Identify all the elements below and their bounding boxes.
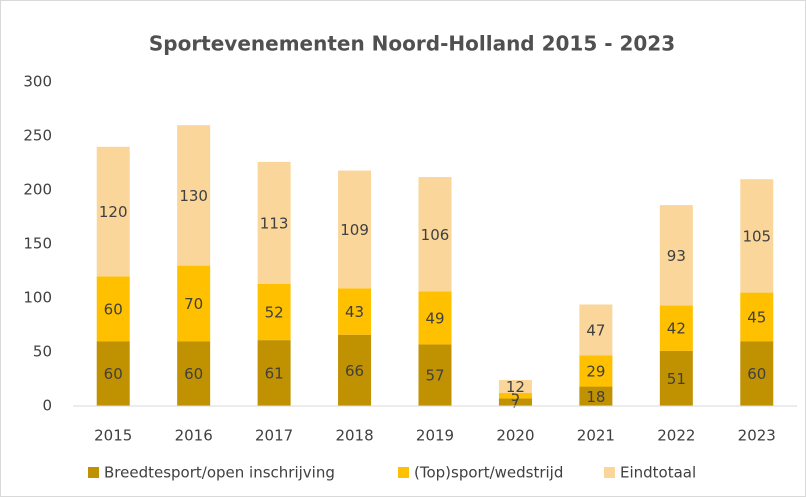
bar-segment: [257, 161, 291, 284]
legend-label: (Top)sport/wedstrijd: [414, 464, 563, 482]
bar-segment: [177, 341, 211, 406]
data-label: 52: [265, 304, 284, 322]
data-label: 57: [425, 367, 444, 385]
bar-segment: [659, 305, 693, 351]
data-label: 109: [340, 221, 369, 239]
bar-segment: [338, 170, 372, 289]
bar-segment: [579, 304, 613, 356]
data-label: 7: [511, 394, 521, 412]
data-label: 5: [511, 387, 521, 405]
data-label: 130: [179, 187, 208, 205]
data-label: 42: [667, 320, 686, 338]
data-label: 70: [184, 295, 203, 313]
y-tick-label: 200: [23, 181, 52, 199]
data-label: 93: [667, 247, 686, 265]
data-label: 51: [667, 370, 686, 388]
bar-segment: [338, 334, 372, 406]
bar-segment: [257, 283, 291, 341]
bar-segment: [498, 398, 532, 406]
bar-segment: [659, 205, 693, 306]
data-label: 47: [586, 321, 605, 339]
x-tick-label: 2022: [657, 427, 695, 445]
data-label: 113: [260, 214, 289, 232]
bar-segment: [659, 350, 693, 406]
data-label: 120: [99, 203, 128, 221]
bar-segment: [96, 341, 130, 406]
bar-segment: [177, 265, 211, 342]
x-tick-label: 2023: [738, 427, 776, 445]
bar-segment: [579, 355, 613, 387]
data-label: 43: [345, 303, 364, 321]
bar-segment: [418, 344, 452, 406]
x-tick-label: 2019: [416, 427, 454, 445]
bar-segment: [740, 292, 774, 342]
chart-title: Sportevenementen Noord-Holland 2015 - 20…: [149, 32, 675, 56]
data-label: 12: [506, 378, 525, 396]
data-label: 29: [586, 362, 605, 380]
y-tick-label: 0: [42, 397, 52, 415]
data-label: 60: [104, 365, 123, 383]
legend-swatch: [604, 467, 615, 478]
bar-segment: [96, 276, 130, 342]
legend-swatch: [398, 467, 409, 478]
y-tick-label: 50: [33, 343, 52, 361]
data-label: 60: [184, 365, 203, 383]
data-label: 18: [586, 388, 605, 406]
data-label: 105: [742, 227, 771, 245]
x-tick-label: 2020: [496, 427, 534, 445]
data-label: 60: [747, 365, 766, 383]
bar-segment: [579, 386, 613, 406]
bar-segment: [96, 146, 130, 277]
bar-segment: [498, 380, 532, 394]
bar-segment: [498, 393, 532, 399]
data-label: 66: [345, 362, 364, 380]
bar-segment: [257, 340, 291, 406]
x-tick-label: 2015: [94, 427, 132, 445]
bar-segment: [418, 291, 452, 345]
bar-segment: [177, 125, 211, 266]
legend-swatch: [88, 467, 99, 478]
data-label: 45: [747, 308, 766, 326]
bar-segment: [338, 288, 372, 335]
y-tick-label: 300: [23, 73, 52, 91]
bar-segment: [740, 341, 774, 406]
data-label: 49: [425, 309, 444, 327]
data-label: 61: [265, 365, 284, 383]
x-tick-label: 2017: [255, 427, 293, 445]
legend-label: Breedtesport/open inschrijving: [104, 464, 335, 482]
bar-segment: [418, 177, 452, 292]
x-tick-label: 2021: [577, 427, 615, 445]
bar-segment: [740, 179, 774, 293]
legend-label: Eindtotaal: [620, 464, 696, 482]
x-tick-label: 2016: [175, 427, 213, 445]
data-label: 60: [104, 300, 123, 318]
x-tick-label: 2018: [335, 427, 373, 445]
y-tick-label: 250: [23, 127, 52, 145]
y-tick-label: 150: [23, 235, 52, 253]
y-tick-label: 100: [23, 289, 52, 307]
data-label: 106: [421, 226, 450, 244]
